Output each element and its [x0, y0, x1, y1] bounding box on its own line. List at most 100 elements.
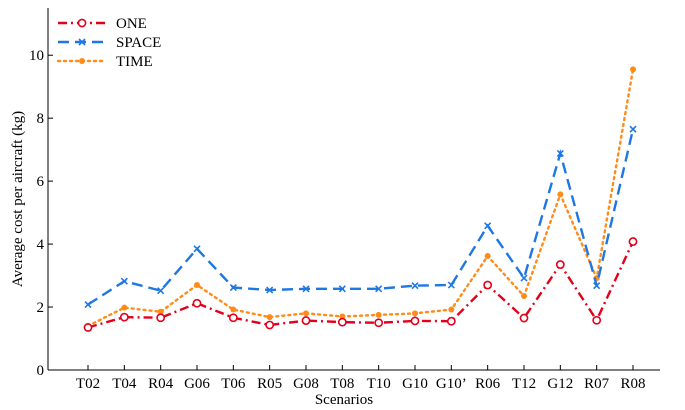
legend: ONE SPACE TIME	[56, 16, 161, 70]
x-axis-title: Scenarios	[315, 392, 373, 408]
series-line-space	[87, 128, 635, 306]
data-point-space	[338, 285, 346, 293]
data-point-time	[557, 191, 564, 198]
data-point-time	[448, 306, 455, 313]
x-tick-label: G12	[547, 376, 573, 392]
legend-item-one: ONE	[58, 16, 147, 32]
data-point-time	[266, 314, 273, 321]
data-point-one	[301, 316, 311, 325]
x-axis: T02 T04 R04 G06 T06 R05 G08 T08 T10 G10 G10’ R06 T12…	[48, 365, 660, 392]
data-point-space	[556, 149, 564, 157]
data-point-space	[484, 222, 492, 230]
y-axis: 0 2 4 6 8 10	[29, 8, 53, 379]
data-point-space	[84, 300, 92, 309]
x-tick-label: G10	[402, 376, 428, 392]
x-tick-label: T06	[221, 376, 246, 392]
x-tick-label: R08	[620, 376, 645, 392]
y-tick-label: 0	[37, 363, 45, 379]
x-tick-label: R07	[584, 376, 610, 392]
x-marker-stroke	[375, 285, 383, 293]
data-point-space	[593, 282, 601, 290]
data-point-time	[630, 66, 636, 73]
x-tick-label: G08	[293, 376, 319, 392]
data-point-space	[375, 285, 383, 293]
x-marker-stroke	[411, 282, 419, 290]
x-marker-stroke	[266, 286, 274, 294]
x-marker-stroke	[302, 285, 310, 293]
data-point-time	[412, 310, 418, 317]
data-point-one	[555, 260, 565, 269]
data-point-one	[483, 280, 493, 290]
y-tick-label: 10	[29, 48, 44, 64]
x-tick-label: G06	[184, 376, 210, 392]
legend-item-space: SPACE	[58, 35, 161, 51]
data-point-time	[194, 282, 200, 289]
data-point-one	[337, 317, 347, 327]
data-point-one	[192, 298, 202, 308]
y-tick-label: 6	[37, 174, 45, 190]
data-point-space	[157, 287, 165, 295]
data-point-time	[157, 308, 164, 315]
x-tick-label: T02	[76, 376, 100, 392]
series-line-one	[87, 241, 635, 329]
data-point-one	[83, 323, 93, 332]
data-point-space	[411, 282, 419, 290]
data-point-one	[374, 318, 384, 328]
data-point-time	[484, 253, 491, 260]
x-tick-label: T08	[330, 376, 354, 392]
x-tick-label: R06	[475, 376, 501, 392]
series-time	[85, 66, 636, 329]
data-point-one	[519, 313, 529, 323]
legend-marker-one	[77, 18, 87, 28]
data-point-space	[266, 286, 274, 294]
x-marker-stroke	[593, 282, 601, 290]
x-marker-stroke	[447, 281, 455, 289]
legend-marker-space	[78, 38, 86, 46]
y-tick-label: 8	[37, 111, 45, 127]
data-point-time	[521, 293, 527, 300]
data-point-time	[230, 306, 237, 313]
legend-label-one: ONE	[116, 16, 147, 32]
data-point-one	[628, 237, 638, 246]
legend-label-space: SPACE	[116, 35, 161, 51]
series-layer	[83, 66, 638, 332]
data-point-one	[228, 313, 238, 323]
x-tick-label: T04	[112, 376, 137, 392]
data-point-one	[410, 316, 420, 326]
legend-label-time: TIME	[116, 54, 153, 70]
legend-item-time: TIME	[56, 54, 153, 70]
series-space	[84, 125, 637, 309]
data-point-space	[520, 274, 528, 282]
data-point-time	[121, 304, 128, 311]
series-line-time	[86, 68, 635, 328]
data-point-one	[265, 320, 275, 330]
x-marker-stroke	[520, 274, 528, 282]
data-point-space	[629, 125, 637, 133]
data-point-space	[302, 285, 310, 293]
x-tick-label: R05	[257, 376, 282, 392]
data-point-space	[193, 245, 201, 253]
data-point-one	[446, 316, 456, 326]
series-one	[83, 237, 638, 332]
x-marker-stroke	[193, 245, 201, 253]
x-marker-stroke	[229, 283, 237, 292]
y-tick-label: 4	[37, 237, 45, 253]
x-tick-label: T10	[367, 376, 391, 392]
x-marker-stroke	[338, 285, 346, 293]
x-marker-stroke	[157, 287, 165, 295]
x-marker-stroke	[120, 277, 128, 285]
legend-marker-time	[79, 58, 85, 64]
x-tick-label: R04	[148, 376, 174, 392]
data-point-time	[303, 310, 309, 317]
data-point-one	[156, 313, 166, 323]
x-marker-stroke	[629, 125, 637, 133]
x-marker-stroke	[556, 149, 564, 157]
x-marker-stroke	[484, 222, 492, 230]
data-point-space	[120, 277, 128, 285]
x-tick-label: G10’	[436, 376, 467, 392]
data-point-space	[229, 283, 237, 292]
data-point-time	[339, 313, 346, 320]
x-marker-stroke	[84, 300, 92, 309]
x-marker-stroke	[78, 38, 86, 46]
